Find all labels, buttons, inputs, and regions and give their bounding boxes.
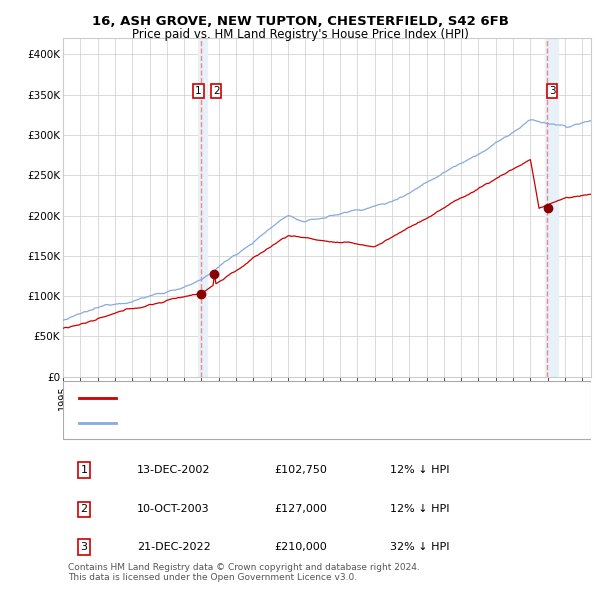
Text: 12% ↓ HPI: 12% ↓ HPI [391, 504, 450, 514]
Bar [545, 38, 559, 376]
Text: HPI: Average price, detached house, North East Derbyshire: HPI: Average price, detached house, Nort… [127, 418, 434, 428]
Text: 10-OCT-2003: 10-OCT-2003 [137, 504, 209, 514]
Text: 16, ASH GROVE, NEW TUPTON, CHESTERFIELD, S42 6FB: 16, ASH GROVE, NEW TUPTON, CHESTERFIELD,… [92, 15, 508, 28]
Text: Contains HM Land Registry data © Crown copyright and database right 2024.
This d: Contains HM Land Registry data © Crown c… [68, 563, 420, 582]
Text: 21-DEC-2022: 21-DEC-2022 [137, 542, 211, 552]
Text: 3: 3 [549, 86, 556, 96]
Text: 3: 3 [80, 542, 88, 552]
Text: £127,000: £127,000 [274, 504, 327, 514]
Text: 16, ASH GROVE, NEW TUPTON, CHESTERFIELD, S42 6FB (detached house): 16, ASH GROVE, NEW TUPTON, CHESTERFIELD,… [127, 394, 513, 404]
Text: £102,750: £102,750 [274, 465, 327, 475]
Text: 13-DEC-2002: 13-DEC-2002 [137, 465, 211, 475]
Text: 12% ↓ HPI: 12% ↓ HPI [391, 465, 450, 475]
Text: 1: 1 [195, 86, 202, 96]
Text: 1: 1 [80, 465, 88, 475]
Bar [198, 38, 207, 376]
Text: Price paid vs. HM Land Registry's House Price Index (HPI): Price paid vs. HM Land Registry's House … [131, 28, 469, 41]
Text: 2: 2 [213, 86, 220, 96]
Text: 32% ↓ HPI: 32% ↓ HPI [391, 542, 450, 552]
FancyBboxPatch shape [63, 381, 591, 439]
Text: £210,000: £210,000 [274, 542, 327, 552]
Text: 2: 2 [80, 504, 88, 514]
